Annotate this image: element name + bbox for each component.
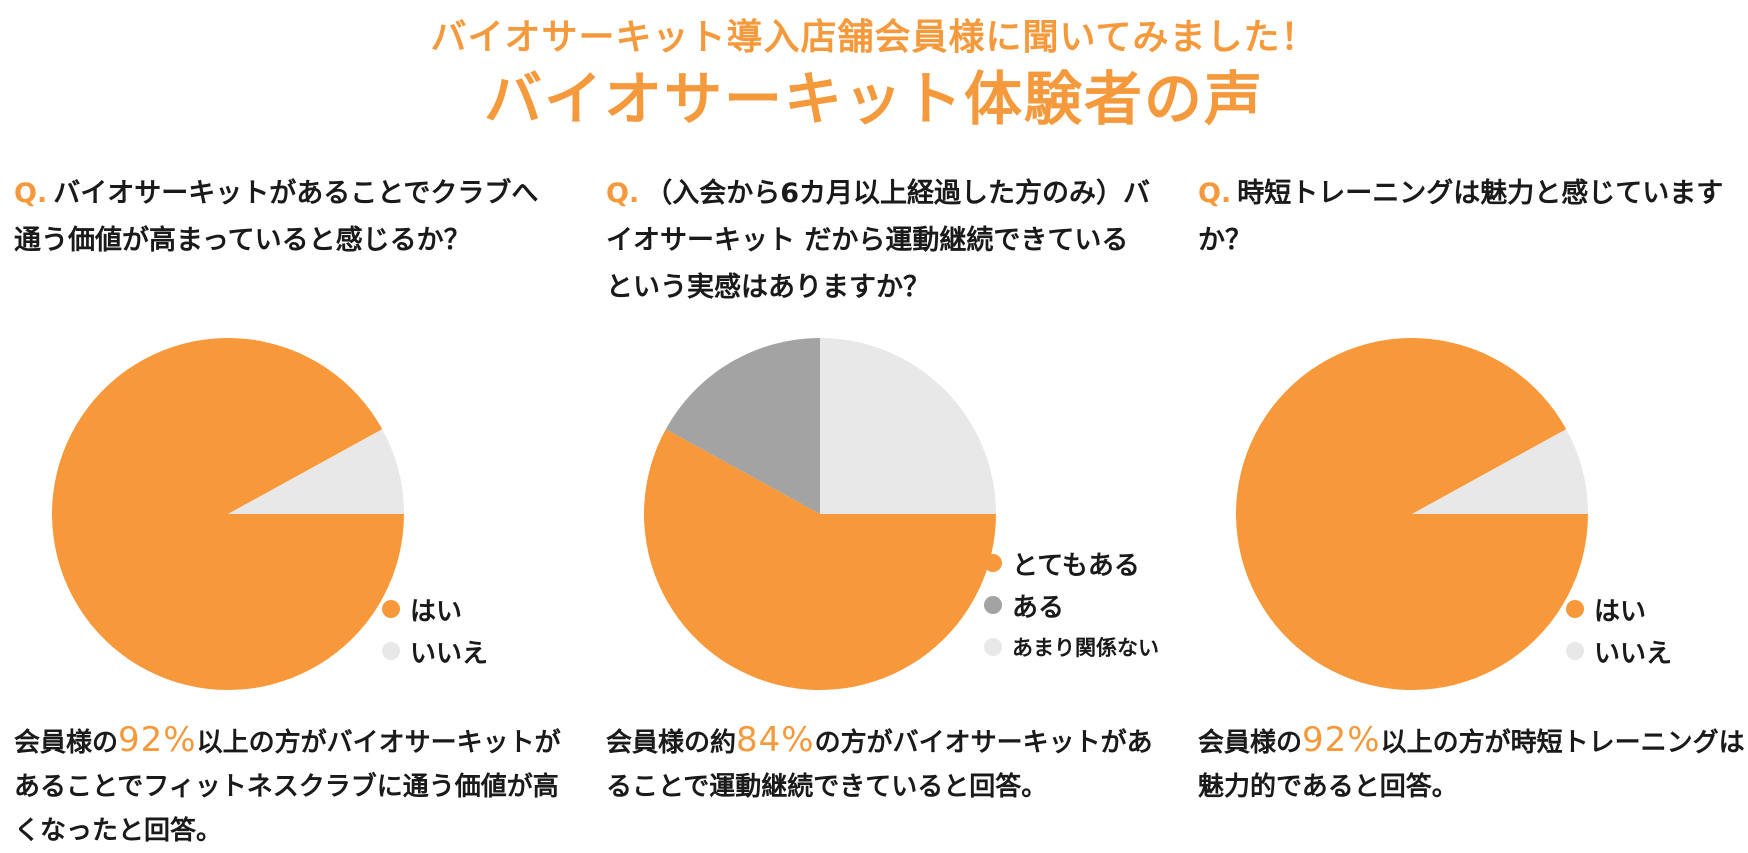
question-3-text: 時短トレーニングは魅力と感じていますか？ — [1198, 178, 1724, 256]
summary-3-after: 以上の方が時短トレーニングは魅力的であると回答。 — [1198, 728, 1745, 802]
pie-slice-3-2 — [1412, 429, 1588, 514]
survey-panel-1: Q. バイオサーキットがあることでクラブへ通う価値が高まっていると感じるか？ はい… — [14, 170, 574, 846]
summary-1-percent: 92% — [118, 720, 197, 760]
legend-label-no: いいえ — [410, 638, 489, 669]
page-subtitle: バイオサーキット導入店舗会員様に聞いてみました！ — [430, 17, 1318, 58]
question-3: Q. 時短トレーニングは魅力と感じていますか？ — [1198, 170, 1743, 264]
summary-3-percent: 92% — [1302, 720, 1381, 760]
legend-swatch-no — [382, 642, 400, 660]
question-1: Q. バイオサーキットがあることでクラブへ通う価値が高まっていると感じるか？ — [14, 170, 559, 264]
summary-2-after: の方がバイオサーキットがあることで運動継続できていると回答。 — [606, 728, 1153, 802]
summary-1-before: 会員様の — [14, 728, 119, 758]
question-mark: Q. — [1198, 178, 1232, 209]
pie-chart-1 — [51, 337, 404, 690]
question-mark: Q. — [14, 178, 48, 209]
summary-1: 会員様の92%以上の方がバイオサーキットがあることでフィットネスクラブに通う価値… — [14, 718, 574, 853]
legend-swatch-yes — [382, 600, 400, 618]
legend-label-yes: はい — [1594, 596, 1647, 627]
legend-item-yes: はい — [382, 588, 488, 630]
summary-3-before: 会員様の — [1198, 728, 1303, 758]
legend-label-yes: はい — [410, 596, 463, 627]
survey-panel-2: Q. （入会から6カ月以上経過した方のみ）バイオサーキット だから運動継続できてい… — [606, 170, 1166, 840]
legend-item-no: いいえ — [382, 630, 488, 672]
survey-panel-3: Q. 時短トレーニングは魅力と感じていますか？ はい いいえ 会員様の92%以上の… — [1198, 170, 1748, 840]
legend-item-not-related: あまり関係ない — [984, 626, 1159, 668]
pie-chart-2 — [644, 338, 996, 690]
legend-swatch-yes — [1566, 600, 1584, 618]
pie-slice-2-2 — [665, 338, 820, 514]
legend-swatch-no — [1566, 642, 1584, 660]
pie-chart-3 — [1236, 337, 1588, 690]
question-1-text: バイオサーキットがあることでクラブへ通う価値が高まっていると感じるか？ — [14, 178, 539, 256]
summary-2-before: 会員様の約 — [606, 728, 737, 758]
legend-item-very-much: とてもある — [984, 542, 1159, 584]
legend-label-very-much: とてもある — [1012, 550, 1140, 581]
legend-1: はい いいえ — [382, 588, 488, 672]
legend-label-no: いいえ — [1594, 638, 1673, 669]
summary-1-after: 以上の方がバイオサーキットがあることでフィットネスクラブに通う価値が高くなったと… — [14, 728, 561, 846]
legend-item-somewhat: ある — [984, 584, 1159, 626]
summary-2-percent: 84% — [736, 720, 815, 760]
legend-3: はい いいえ — [1566, 588, 1672, 672]
legend-swatch-very-much — [984, 554, 1002, 572]
pie-slice-2-1 — [644, 429, 996, 690]
legend-label-somewhat: ある — [1012, 592, 1065, 623]
question-mark: Q. — [606, 178, 640, 209]
page-title: バイオサーキット体験者の声 — [483, 65, 1264, 133]
legend-2: とてもある ある あまり関係ない — [984, 542, 1159, 668]
pie-slice-2-3 — [820, 338, 996, 514]
pie-slice-3-1 — [1236, 337, 1588, 690]
pie-slice-1-1 — [51, 337, 404, 690]
legend-label-not-related: あまり関係ない — [1012, 636, 1159, 660]
question-2: Q. （入会から6カ月以上経過した方のみ）バイオサーキット だから運動継続できてい… — [606, 170, 1151, 311]
legend-swatch-not-related — [984, 638, 1002, 656]
legend-swatch-somewhat — [984, 596, 1002, 614]
legend-item-yes: はい — [1566, 588, 1672, 630]
legend-item-no: いいえ — [1566, 630, 1672, 672]
question-2-text: （入会から6カ月以上経過した方のみ）バイオサーキット だから運動継続できていると… — [606, 178, 1151, 303]
pie-slice-1-2 — [228, 429, 404, 514]
summary-2: 会員様の約84%の方がバイオサーキットがあることで運動継続できていると回答。 — [606, 718, 1166, 809]
summary-3: 会員様の92%以上の方が時短トレーニングは魅力的であると回答。 — [1198, 718, 1748, 809]
